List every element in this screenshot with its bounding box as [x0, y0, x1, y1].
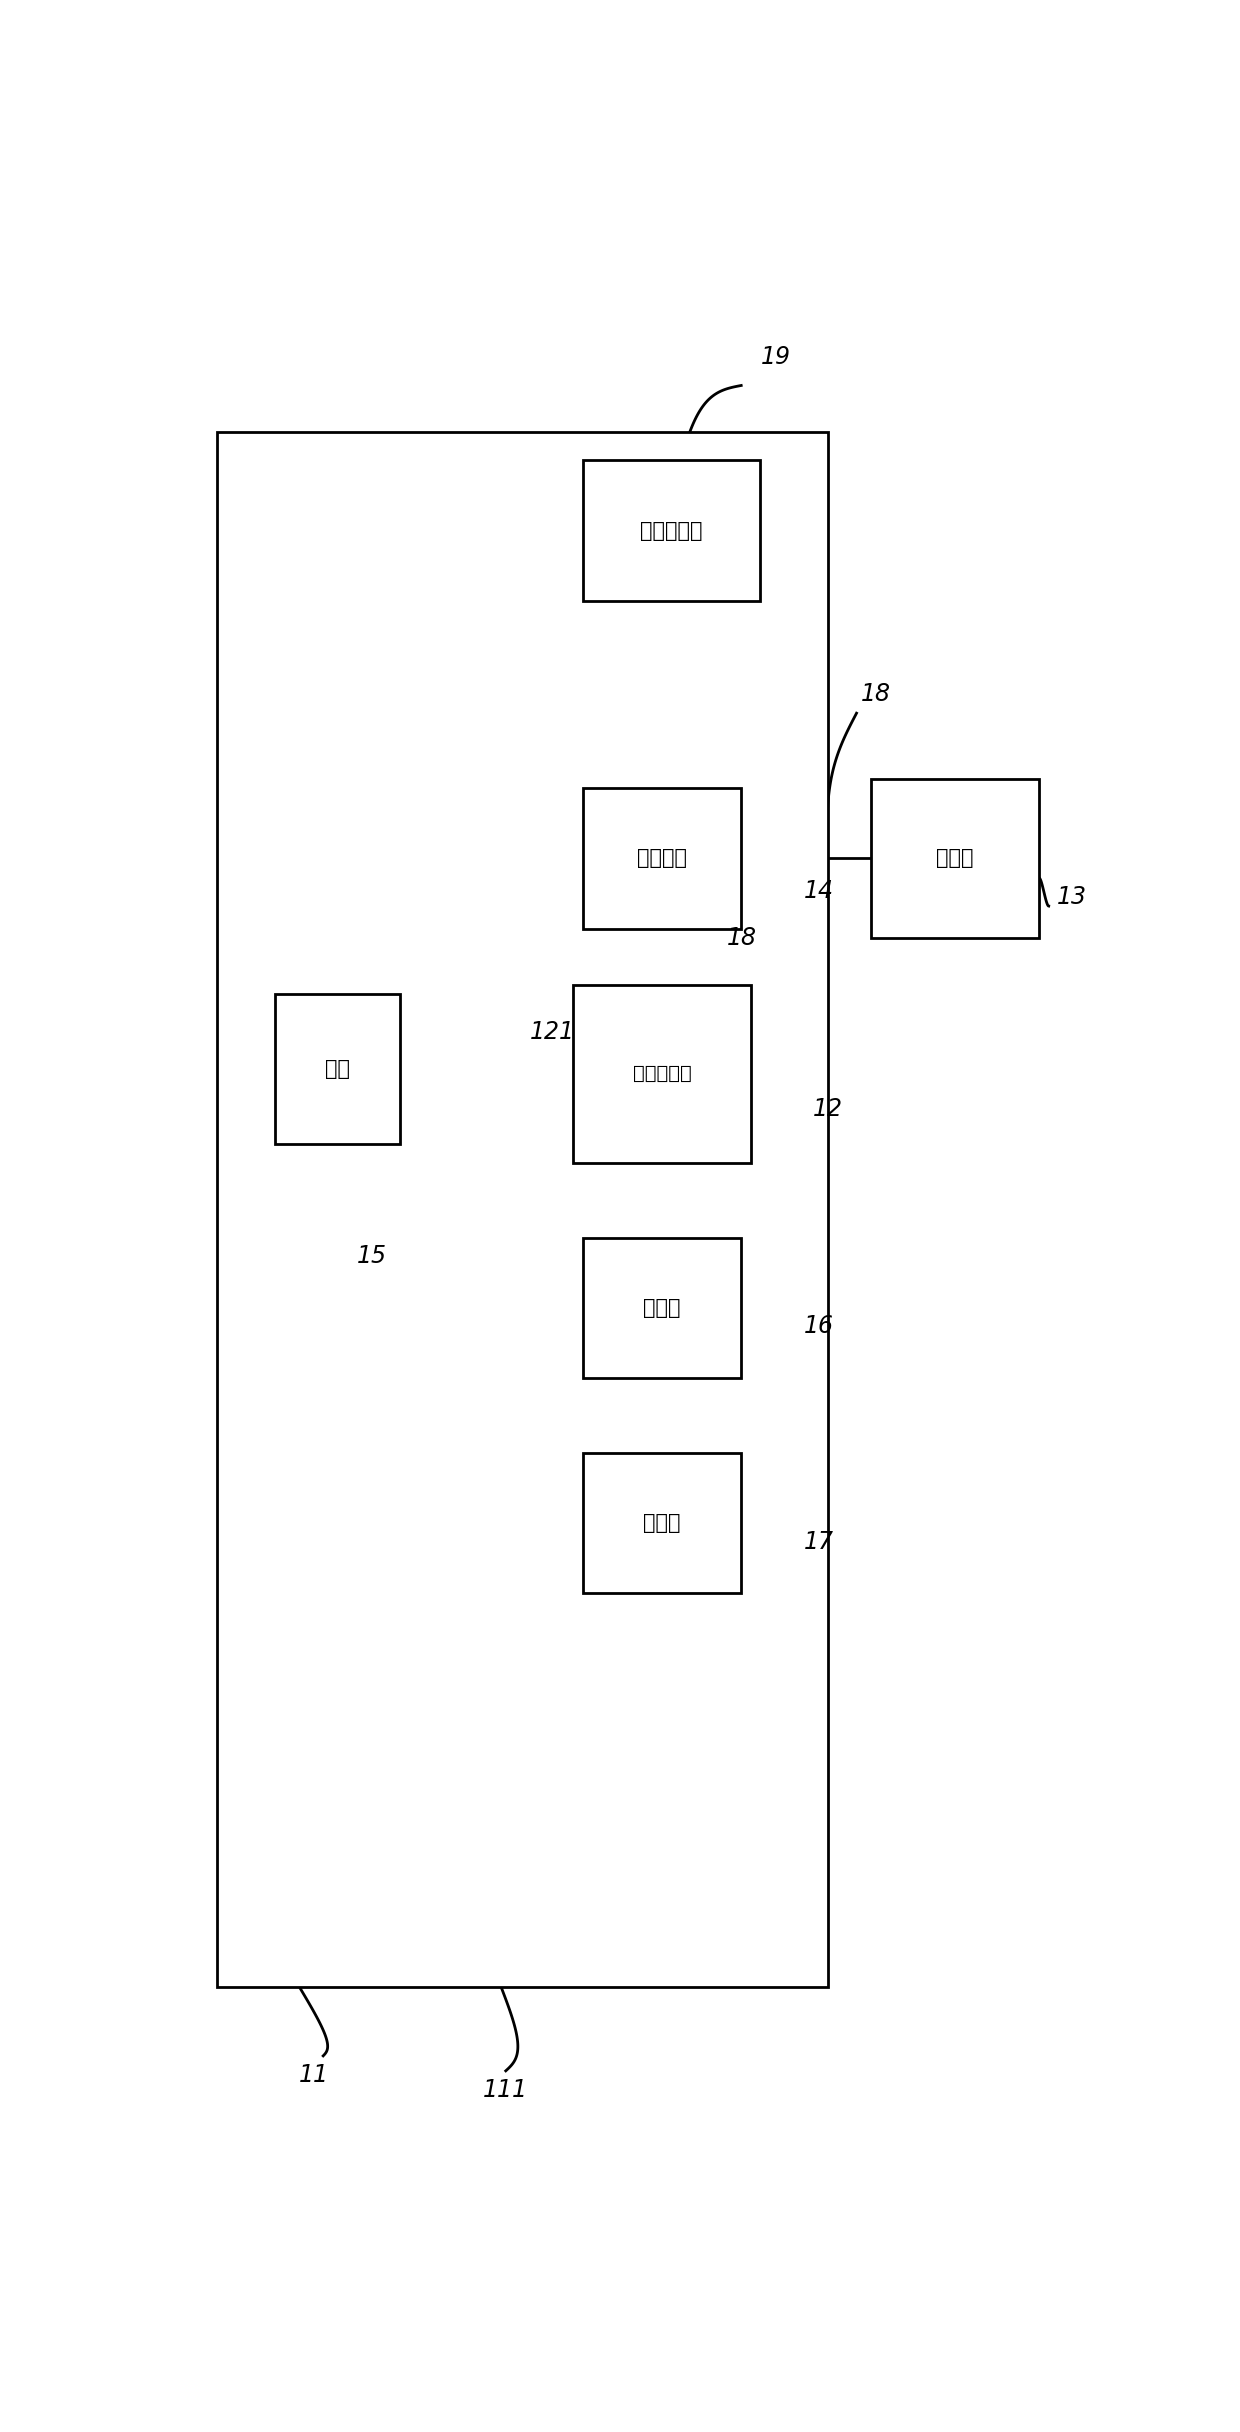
- Text: 12: 12: [813, 1097, 843, 1121]
- Bar: [583, 460, 760, 601]
- Text: 转换器: 转换器: [644, 1299, 681, 1318]
- Text: 16: 16: [804, 1313, 833, 1338]
- Text: 19: 19: [760, 345, 790, 370]
- Text: 121: 121: [529, 1019, 575, 1043]
- Text: 14: 14: [804, 878, 833, 902]
- Text: 15: 15: [357, 1245, 387, 1267]
- Bar: [573, 985, 751, 1162]
- Bar: [583, 788, 742, 929]
- Text: 计时器: 计时器: [644, 1513, 681, 1532]
- Text: 电脑: 电脑: [325, 1058, 350, 1080]
- Text: 压力发生器: 压力发生器: [640, 520, 703, 540]
- Text: 13: 13: [1056, 885, 1086, 910]
- Text: 18: 18: [862, 683, 892, 705]
- Bar: [583, 1238, 742, 1379]
- Text: 17: 17: [804, 1530, 833, 1554]
- Text: 数据采集器: 数据采集器: [632, 1065, 692, 1082]
- Text: 11: 11: [299, 2062, 329, 2087]
- Bar: [870, 778, 1039, 939]
- Text: 加压装置: 加压装置: [637, 849, 687, 868]
- Bar: [275, 995, 401, 1143]
- Text: 111: 111: [484, 2077, 528, 2101]
- Text: 18: 18: [727, 927, 756, 951]
- Bar: [217, 433, 828, 1987]
- Text: 液压源: 液压源: [936, 849, 973, 868]
- Bar: [583, 1452, 742, 1593]
